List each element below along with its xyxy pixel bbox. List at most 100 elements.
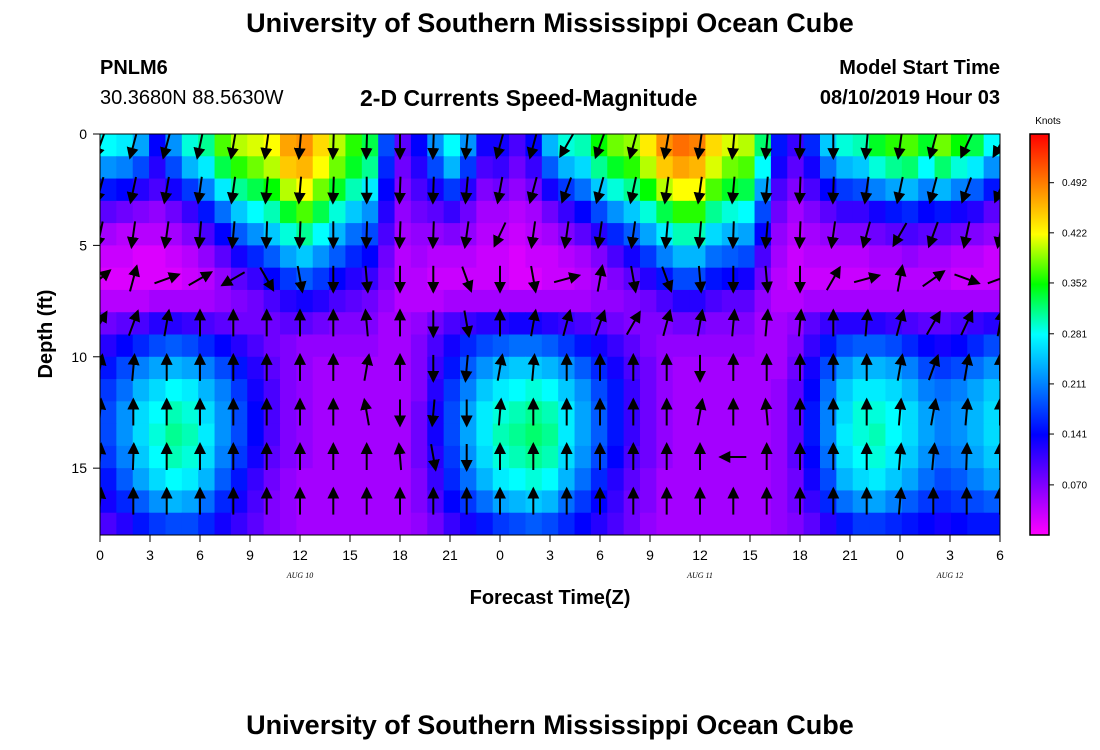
- heatmap-cell: [672, 401, 690, 425]
- heatmap-cell: [738, 445, 756, 469]
- current-vector-arrow: [360, 265, 373, 294]
- heatmap-cell: [803, 512, 821, 535]
- current-vector-arrow: [100, 176, 105, 205]
- x-tick-label: 0: [496, 547, 504, 563]
- heatmap-cell: [460, 512, 477, 535]
- heatmap-cell: [443, 312, 461, 336]
- current-vector-arrow: [226, 176, 239, 205]
- heatmap-cell: [378, 178, 396, 202]
- colorbar-tick-label: 0.211: [1062, 379, 1087, 390]
- heatmap-cell: [656, 223, 674, 246]
- current-vector-arrow: [694, 397, 707, 426]
- heatmap-cell: [803, 356, 821, 380]
- heatmap-cell: [967, 423, 985, 447]
- heatmap-cell: [149, 223, 167, 246]
- heatmap-cell: [836, 200, 854, 224]
- current-vector-arrow: [360, 397, 373, 426]
- date-label: AUG 11: [686, 571, 713, 580]
- heatmap-cell: [100, 468, 117, 492]
- heatmap-cell: [803, 401, 821, 425]
- heatmap-cell: [607, 379, 625, 402]
- heatmap-cell: [443, 468, 461, 492]
- heatmap-cell: [509, 401, 527, 425]
- heatmap-cell: [852, 156, 870, 180]
- heatmap-cell: [410, 468, 428, 492]
- heatmap-cell: [558, 512, 576, 535]
- heatmap-cell: [427, 289, 445, 313]
- heatmap-cell: [132, 401, 150, 425]
- heatmap-cell: [721, 468, 739, 492]
- current-vector-arrow: [393, 221, 406, 250]
- heatmap-cell: [836, 312, 854, 336]
- heatmap-cell: [770, 156, 788, 180]
- chart-title-top: University of Southern Mississippi Ocean…: [246, 8, 854, 38]
- heatmap-cell: [721, 356, 739, 380]
- current-vector-arrow: [160, 134, 172, 160]
- heatmap-cell: [787, 312, 805, 336]
- heatmap-cell: [181, 312, 199, 336]
- heatmap-cell: [132, 468, 150, 492]
- heatmap-cell: [705, 223, 723, 246]
- heatmap-cell: [836, 134, 854, 157]
- heatmap-cell: [345, 334, 363, 358]
- heatmap-cell: [640, 245, 657, 269]
- heatmap-cell: [820, 468, 837, 492]
- heatmap-cell: [950, 445, 968, 469]
- current-vector-arrow: [922, 270, 946, 288]
- current-vector-arrow: [126, 134, 139, 160]
- heatmap-cell: [918, 267, 936, 291]
- heatmap-cell: [803, 445, 821, 469]
- heatmap-cell: [214, 223, 232, 246]
- heatmap-cell: [983, 445, 1000, 469]
- heatmap-cell: [983, 401, 1000, 425]
- heatmap-cell: [378, 423, 396, 447]
- heatmap-cell: [132, 156, 150, 180]
- heatmap-cell: [476, 223, 494, 246]
- heatmap-cell: [738, 289, 756, 313]
- heatmap-cell: [460, 401, 477, 425]
- heatmap-cell: [770, 512, 788, 535]
- heatmap-cell: [640, 445, 657, 469]
- heatmap-cell: [820, 245, 837, 269]
- heatmap-cell: [656, 490, 674, 514]
- heatmap-cell: [394, 223, 412, 246]
- heatmap-cell: [132, 512, 150, 535]
- heatmap-cell: [165, 356, 183, 380]
- current-vector-arrow: [561, 308, 574, 337]
- heatmap-cell: [918, 289, 936, 313]
- current-vector-arrow: [100, 486, 107, 514]
- heatmap-cell: [607, 200, 625, 224]
- heatmap-cell: [165, 468, 183, 492]
- heatmap-cell: [754, 223, 772, 246]
- heatmap-cell: [345, 134, 363, 157]
- current-vector-arrow: [128, 264, 140, 292]
- heatmap-cell: [247, 178, 265, 202]
- current-vector-arrow: [625, 310, 641, 336]
- heatmap-cell: [230, 512, 248, 535]
- heatmap-cell: [476, 289, 494, 313]
- heatmap-cell: [329, 178, 347, 202]
- current-vector-arrow: [760, 265, 773, 294]
- heatmap-cell: [869, 223, 887, 246]
- heatmap-cell: [410, 267, 428, 291]
- current-vector-arrow: [727, 134, 740, 161]
- heatmap-cell: [263, 423, 281, 447]
- heatmap-cell: [640, 490, 657, 514]
- heatmap-cell: [869, 267, 887, 291]
- heatmap-cell: [721, 401, 739, 425]
- heatmap-cell: [476, 200, 494, 224]
- heatmap-cell: [541, 468, 559, 492]
- heatmap-cell: [852, 289, 870, 313]
- heatmap-cell: [574, 334, 592, 358]
- heatmap-cell: [967, 468, 985, 492]
- heatmap-cell: [296, 356, 314, 380]
- heatmap-cell: [689, 356, 707, 380]
- heatmap-cell: [509, 267, 527, 291]
- heatmap-cell: [329, 245, 347, 269]
- heatmap-cell: [820, 490, 837, 514]
- heatmap-cell: [787, 512, 805, 535]
- heatmap-cell: [820, 200, 837, 224]
- current-vector-arrow: [894, 353, 907, 381]
- heatmap-cell: [329, 468, 347, 492]
- heatmap-cell: [460, 289, 477, 313]
